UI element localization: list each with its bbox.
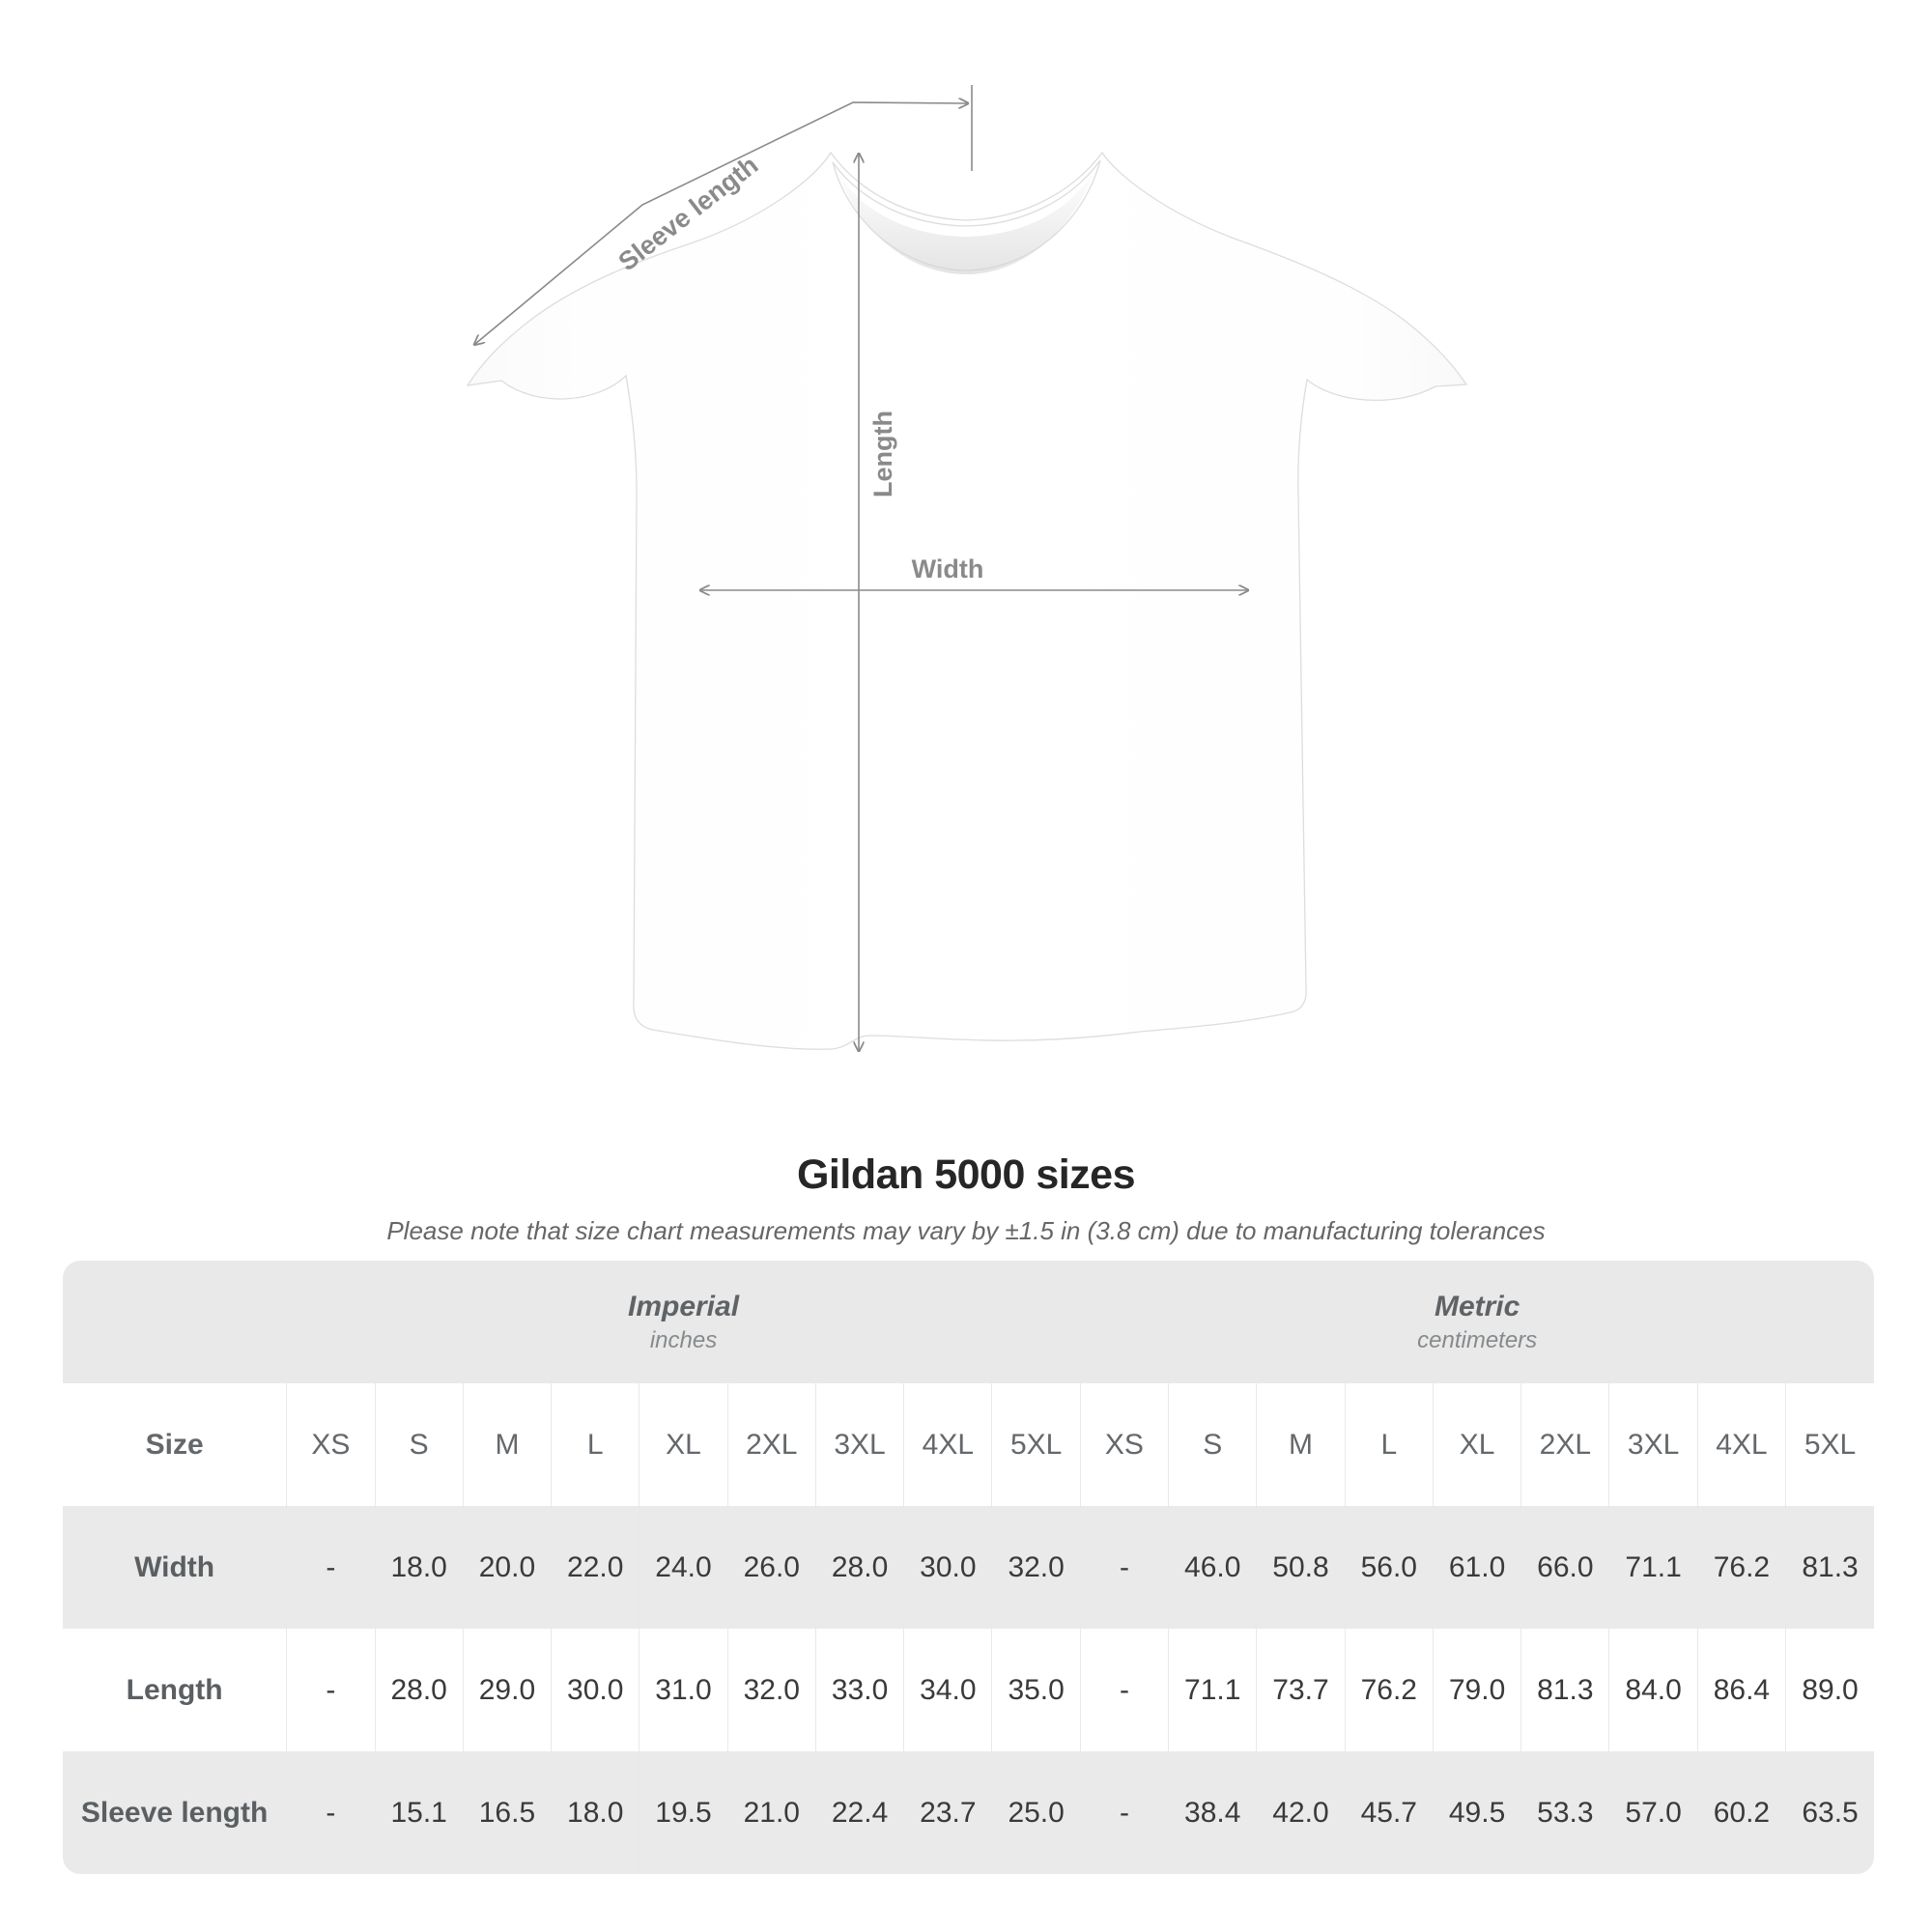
svg-text:Length: Length xyxy=(868,411,897,497)
svg-text:Width: Width xyxy=(912,554,984,583)
